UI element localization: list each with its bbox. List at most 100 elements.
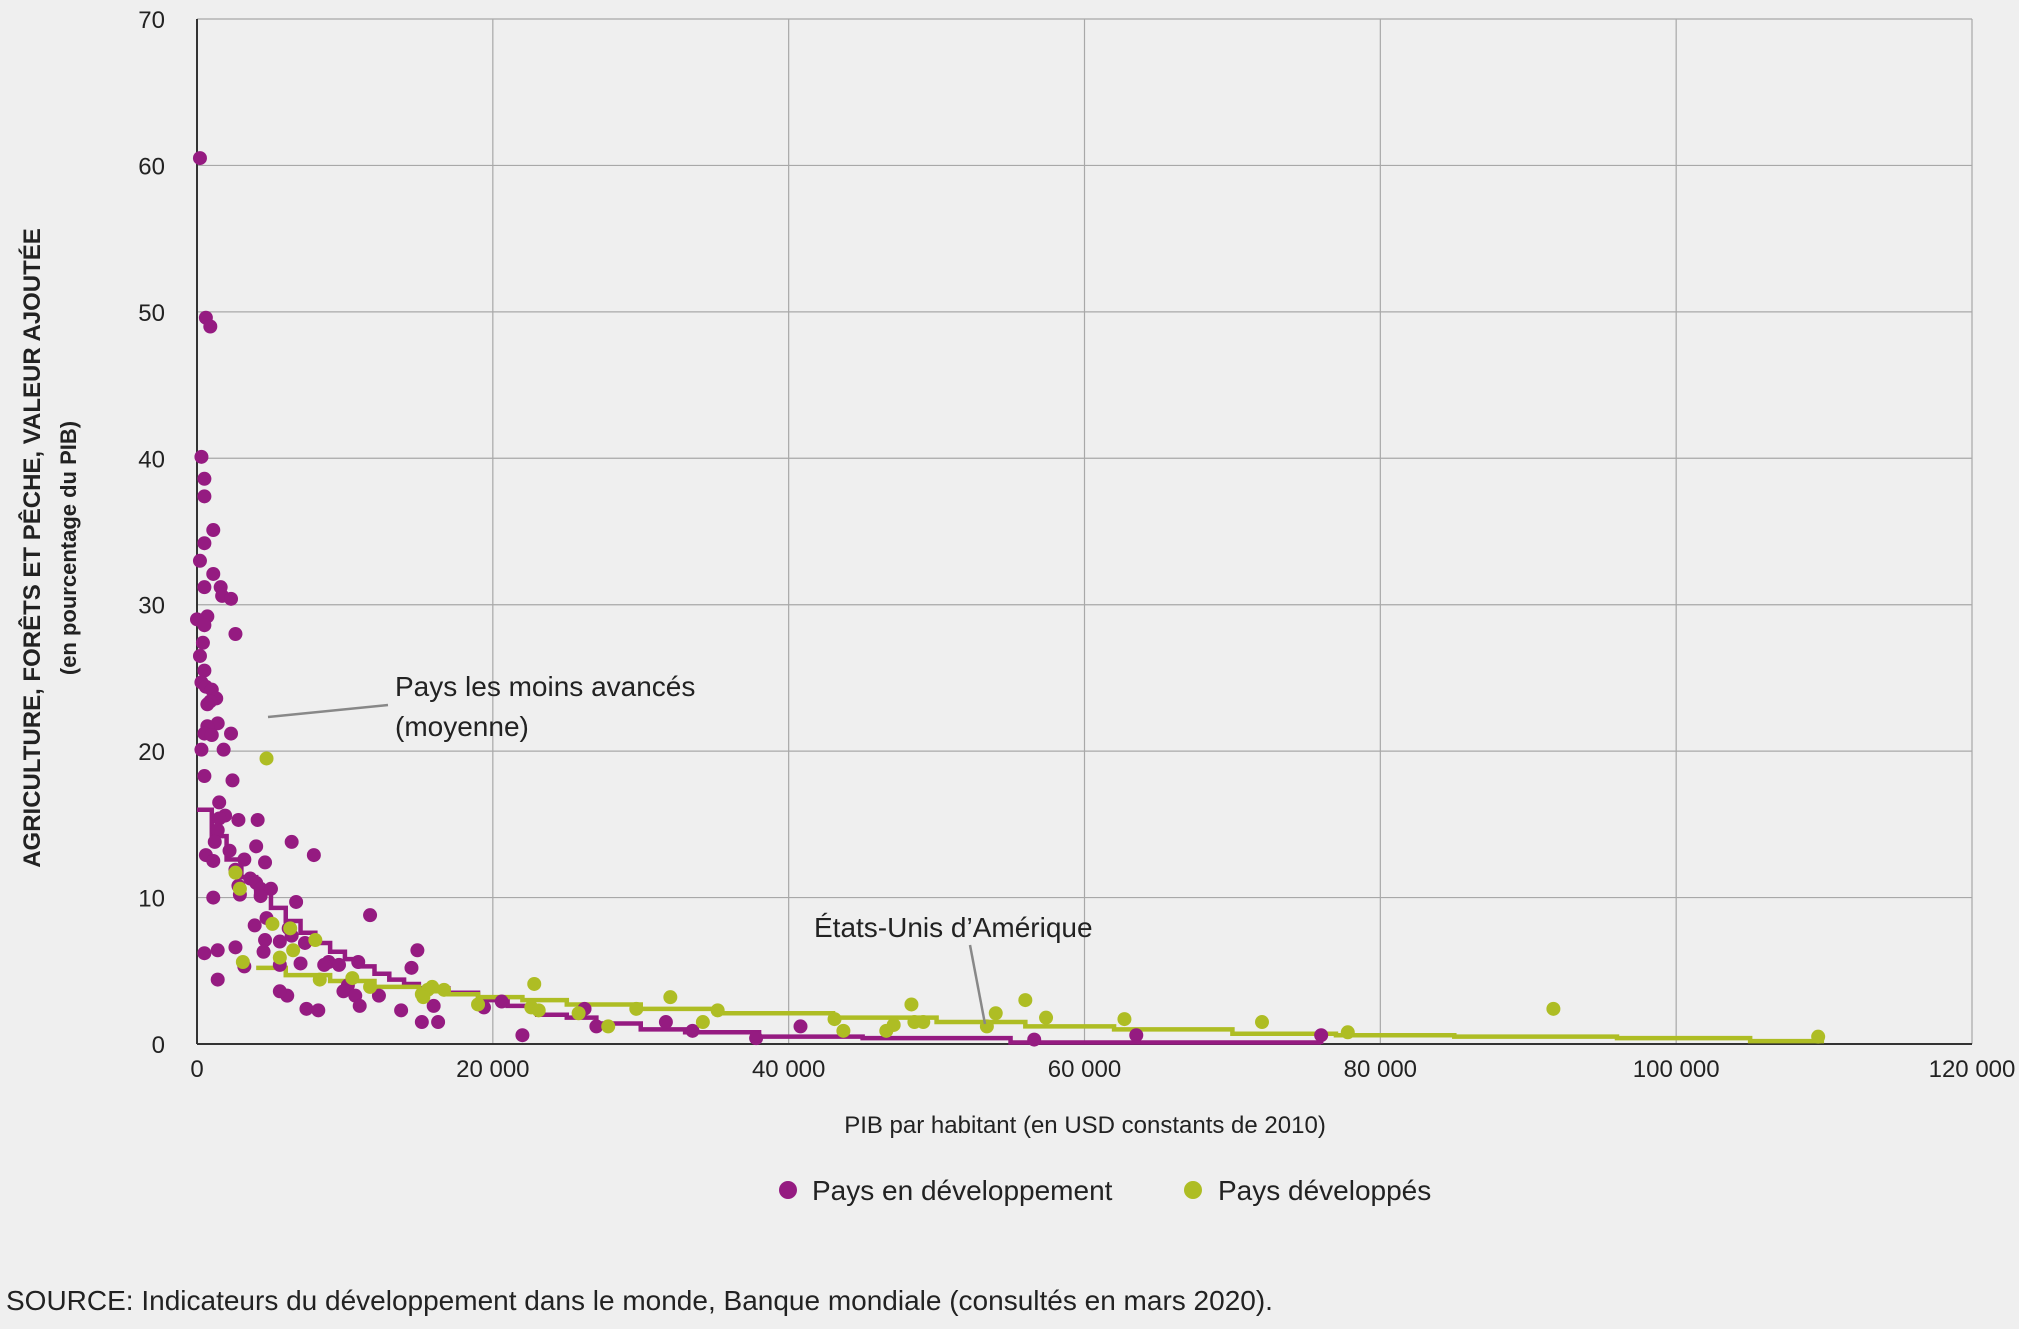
data-point bbox=[265, 916, 280, 931]
series-developing bbox=[190, 151, 1329, 1047]
data-point bbox=[371, 988, 386, 1003]
data-point bbox=[629, 1001, 644, 1016]
data-point bbox=[192, 151, 207, 166]
legend-label-developed: Pays développés bbox=[1218, 1175, 1431, 1206]
data-point bbox=[299, 1001, 314, 1016]
data-point bbox=[289, 894, 304, 909]
data-point bbox=[394, 1003, 409, 1018]
data-point bbox=[272, 950, 287, 965]
data-point bbox=[210, 943, 225, 958]
data-point bbox=[263, 881, 278, 896]
data-point bbox=[225, 773, 240, 788]
legend-marker-developing bbox=[779, 1181, 797, 1199]
y-axis-title-group: AGRICULTURE, FORÊTS ET PÊCHE, VALEUR AJO… bbox=[18, 228, 81, 868]
data-point bbox=[695, 1015, 710, 1030]
x-tick-label: 120 000 bbox=[1929, 1056, 2016, 1083]
data-point bbox=[195, 635, 210, 650]
data-point bbox=[404, 960, 419, 975]
x-tick-label: 40 000 bbox=[752, 1056, 825, 1083]
data-point bbox=[527, 976, 542, 991]
data-point bbox=[494, 994, 509, 1009]
x-tick-label: 80 000 bbox=[1344, 1056, 1417, 1083]
data-point bbox=[827, 1012, 842, 1027]
data-point bbox=[1027, 1032, 1042, 1047]
data-point bbox=[210, 823, 225, 838]
source-note: SOURCE: Indicateurs du développement dan… bbox=[6, 1285, 1273, 1316]
data-point bbox=[663, 990, 678, 1005]
data-point bbox=[250, 812, 265, 827]
data-point bbox=[1546, 1001, 1561, 1016]
data-point bbox=[228, 940, 243, 955]
data-point bbox=[258, 933, 273, 948]
data-point bbox=[247, 918, 262, 933]
data-point bbox=[1340, 1025, 1355, 1040]
data-point bbox=[206, 853, 221, 868]
data-point bbox=[235, 955, 250, 969]
annotation-ldc-leader bbox=[267, 703, 389, 719]
data-point bbox=[351, 955, 366, 969]
data-point bbox=[216, 742, 231, 757]
data-point bbox=[197, 580, 212, 595]
data-point bbox=[1039, 1010, 1054, 1025]
data-point bbox=[571, 1006, 586, 1021]
legend: Pays en développement Pays développés bbox=[779, 1175, 1431, 1206]
data-point bbox=[200, 697, 215, 712]
legend-label-developing: Pays en développement bbox=[812, 1175, 1113, 1206]
data-point bbox=[793, 1019, 808, 1034]
data-point bbox=[589, 1019, 604, 1034]
x-tick-label: 100 000 bbox=[1633, 1056, 1720, 1083]
data-point bbox=[228, 865, 243, 880]
data-point bbox=[253, 889, 268, 904]
data-point bbox=[203, 319, 218, 334]
data-point bbox=[601, 1019, 616, 1034]
data-point bbox=[317, 957, 332, 972]
data-point bbox=[207, 834, 222, 849]
data-point bbox=[312, 972, 327, 987]
y-tick-label: 10 bbox=[138, 886, 165, 913]
data-point bbox=[658, 1015, 673, 1030]
data-point bbox=[206, 566, 221, 581]
annotation-ldc: Pays les moins avancés (moyenne) bbox=[267, 671, 695, 742]
data-point bbox=[210, 972, 225, 987]
y-tick-label: 20 bbox=[138, 739, 165, 766]
data-point bbox=[531, 1003, 546, 1018]
data-point bbox=[414, 1015, 429, 1030]
data-point bbox=[284, 834, 299, 849]
data-point bbox=[232, 881, 247, 896]
data-point bbox=[228, 627, 243, 641]
data-point bbox=[194, 449, 209, 464]
data-point bbox=[306, 848, 321, 863]
data-point bbox=[431, 1015, 446, 1030]
data-point bbox=[979, 1019, 994, 1034]
y-tick-label: 30 bbox=[138, 593, 165, 620]
data-point bbox=[197, 489, 212, 504]
data-point bbox=[293, 956, 308, 971]
data-point bbox=[363, 908, 378, 923]
data-point bbox=[237, 852, 252, 867]
annotation-usa-label: États-Unis d’Amérique bbox=[814, 912, 1093, 943]
data-point bbox=[1129, 1028, 1144, 1043]
data-point bbox=[286, 943, 301, 958]
data-point bbox=[437, 982, 452, 997]
data-point bbox=[1018, 993, 1033, 1008]
data-point bbox=[224, 726, 239, 741]
x-tick-label: 0 bbox=[190, 1056, 203, 1083]
legend-marker-developed bbox=[1184, 1181, 1202, 1199]
data-point bbox=[515, 1028, 530, 1043]
data-point bbox=[197, 663, 212, 678]
grid bbox=[197, 18, 1973, 1044]
data-point bbox=[259, 751, 274, 766]
data-point bbox=[916, 1015, 931, 1030]
data-point bbox=[231, 812, 246, 827]
data-point bbox=[204, 728, 219, 743]
data-point bbox=[904, 997, 919, 1012]
data-point bbox=[426, 998, 441, 1013]
data-point bbox=[258, 855, 273, 870]
x-tick-label: 60 000 bbox=[1048, 1056, 1121, 1083]
data-point bbox=[206, 890, 221, 905]
annotation-ldc-label-line2: (moyenne) bbox=[395, 711, 529, 742]
data-point bbox=[886, 1017, 901, 1032]
data-point bbox=[272, 984, 287, 999]
data-point bbox=[222, 843, 237, 858]
y-tick-label: 0 bbox=[152, 1032, 165, 1059]
